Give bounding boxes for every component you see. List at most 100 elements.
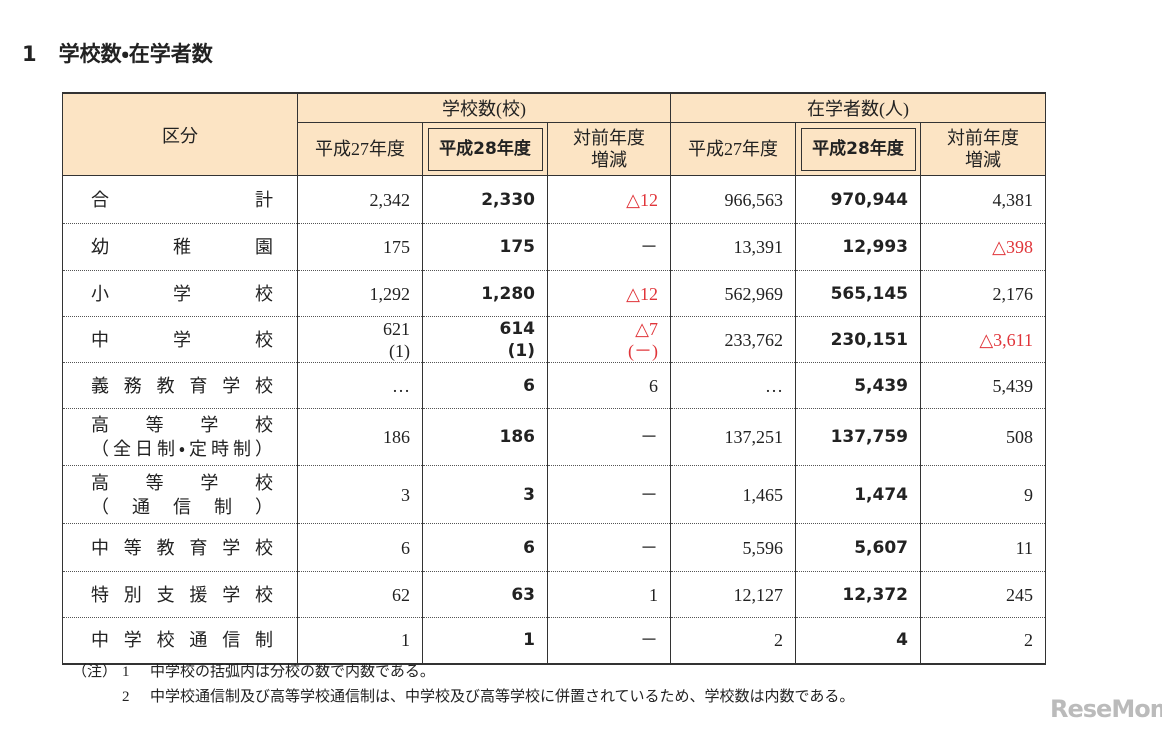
cell-value: 12,993 — [842, 237, 908, 257]
cell-value: 137,759 — [830, 427, 908, 447]
cell-value: △3,611 — [979, 329, 1033, 350]
value-cell: 4 — [795, 617, 921, 665]
cell-value: △7 — [635, 318, 658, 339]
cell-value: － — [640, 537, 658, 558]
value-cell: 1,292 — [297, 270, 423, 317]
data-row: 合計 2,342 2,330 △12 966,563 970,944 4,381 — [62, 175, 1046, 224]
value-cell: 245 — [920, 571, 1046, 618]
cell-value: 1,292 — [369, 283, 411, 304]
value-cell: － — [547, 223, 671, 271]
note-number: 1 — [122, 664, 130, 680]
table-body: 合計 2,342 2,330 △12 966,563 970,944 4,381 幼稚園 175… — [62, 175, 1046, 665]
value-cell: … — [297, 362, 423, 409]
row-label: 高等学校 （全日制・定時制） — [62, 408, 298, 466]
table-header: 区分 学校数(校) 在学者数(人) 平成27年度 平成28年度 対前年度 増減 平成27年度平… — [62, 92, 1046, 176]
value-cell: － — [547, 523, 671, 572]
cell-value: 508 — [1006, 427, 1033, 447]
header-line: 平成27年度 — [315, 139, 405, 159]
cell-value: 12,372 — [842, 584, 908, 605]
value-cell: 2,176 — [920, 270, 1046, 317]
section-heading: 学校数・在学者数 — [58, 42, 213, 66]
label-line: 幼稚園 — [91, 237, 273, 257]
logo: ReseMom — [1050, 695, 1162, 723]
cell-value: 1,280 — [481, 283, 535, 304]
value-cell: 6 — [422, 362, 548, 409]
label-line: 中学校 — [91, 329, 273, 350]
value-cell: 6 — [547, 362, 671, 409]
value-cell: 230,151 — [795, 316, 921, 363]
cell-value: 4,381 — [992, 189, 1034, 210]
label-line: 特別支援学校 — [91, 584, 273, 605]
data-row: 中学校通信制 1 1 － 2 4 2 — [62, 617, 1046, 665]
group-header: 在学者数(人) — [670, 92, 1046, 123]
cell-value: 1 — [523, 630, 535, 651]
label-line: 中学校通信制 — [91, 630, 273, 651]
value-cell: － — [547, 465, 671, 524]
cell-value: 1 — [401, 630, 410, 651]
value-cell: 562,969 — [670, 270, 796, 317]
cell-value: 62 — [392, 584, 410, 605]
value-cell: △12 — [547, 175, 671, 224]
cell-value: 13,391 — [733, 237, 784, 257]
value-cell: … — [670, 362, 796, 409]
cell-value: 3 — [401, 484, 410, 505]
cell-value: 11 — [1015, 537, 1033, 558]
cell-value: 175 — [499, 237, 536, 257]
label-line: 高等学校 — [91, 472, 273, 493]
value-cell: 966,563 — [670, 175, 796, 224]
note-line: （注） 1 中学校の括弧内は分校の数で内数である。 — [72, 660, 854, 685]
cell-value: － — [640, 427, 658, 447]
cell-value: 966,563 — [724, 189, 784, 210]
label-line: 小学校 — [91, 283, 273, 304]
column-header: 対前年度 増減 — [547, 122, 671, 176]
label-line: 中等教育学校 — [91, 537, 273, 558]
cell-value: 137,251 — [724, 427, 784, 447]
data-row: 中学校 621 (1) 614 (1) △7 (－) 233,762 230,151 △3,611 — [62, 316, 1046, 363]
row-label: 高等学校 （通信制） — [62, 465, 298, 524]
value-cell: 62 — [297, 571, 423, 618]
value-cell: 137,251 — [670, 408, 796, 466]
cell-value: (－) — [628, 340, 658, 361]
value-cell: 5,439 — [920, 362, 1046, 409]
value-cell: 175 — [297, 223, 423, 271]
value-cell: 565,145 — [795, 270, 921, 317]
column-header: 平成27年度 — [670, 122, 796, 176]
cell-value: － — [640, 484, 658, 505]
value-cell: 12,127 — [670, 571, 796, 618]
cell-value: 12,127 — [733, 584, 784, 605]
data-row: 高等学校 （通信制） 3 3 － 1,465 1,474 9 — [62, 465, 1046, 524]
header-line: 平成28年度 — [439, 139, 531, 159]
value-cell: － — [547, 617, 671, 665]
header-line: 増減 — [591, 150, 627, 170]
value-cell: 621 (1) — [297, 316, 423, 363]
value-cell: 13,391 — [670, 223, 796, 271]
value-cell: △12 — [547, 270, 671, 317]
cell-value: 565,145 — [830, 283, 908, 304]
value-cell: 6 — [422, 523, 548, 572]
notes: （注） 1 中学校の括弧内は分校の数で内数である。 2 中学校通信制及び高等学校通信制は… — [72, 660, 854, 710]
cell-value: 2,176 — [992, 283, 1034, 304]
value-cell: 2,330 — [422, 175, 548, 224]
cell-value: 2,330 — [481, 189, 535, 210]
row-label: 特別支援学校 — [62, 571, 298, 618]
cell-value: 6 — [523, 537, 535, 558]
cell-value: 614 — [499, 318, 536, 339]
cell-value: 2 — [1024, 630, 1033, 651]
value-cell: 2,342 — [297, 175, 423, 224]
row-label: 幼稚園 — [62, 223, 298, 271]
column-header: 平成27年度 — [297, 122, 423, 176]
header-line: 対前年度 — [573, 128, 645, 148]
cell-value: 5,439 — [992, 375, 1034, 396]
cell-value: 6 — [523, 375, 535, 396]
value-cell: 175 — [422, 223, 548, 271]
header-line: 平成27年度 — [688, 139, 778, 159]
note-text: 中学校通信制及び高等学校通信制は、中学校及び高等学校に併置されているため、学校数… — [150, 689, 855, 705]
row-label: 義務教育学校 — [62, 362, 298, 409]
value-cell: 5,439 — [795, 362, 921, 409]
section-title: 1 学校数・在学者数 — [22, 38, 213, 68]
cell-value: △12 — [626, 283, 658, 304]
corner-cell: 区分 — [62, 92, 298, 176]
cell-value: 63 — [511, 584, 535, 605]
cell-value: (1) — [507, 340, 535, 361]
cell-value: 5,596 — [742, 537, 784, 558]
